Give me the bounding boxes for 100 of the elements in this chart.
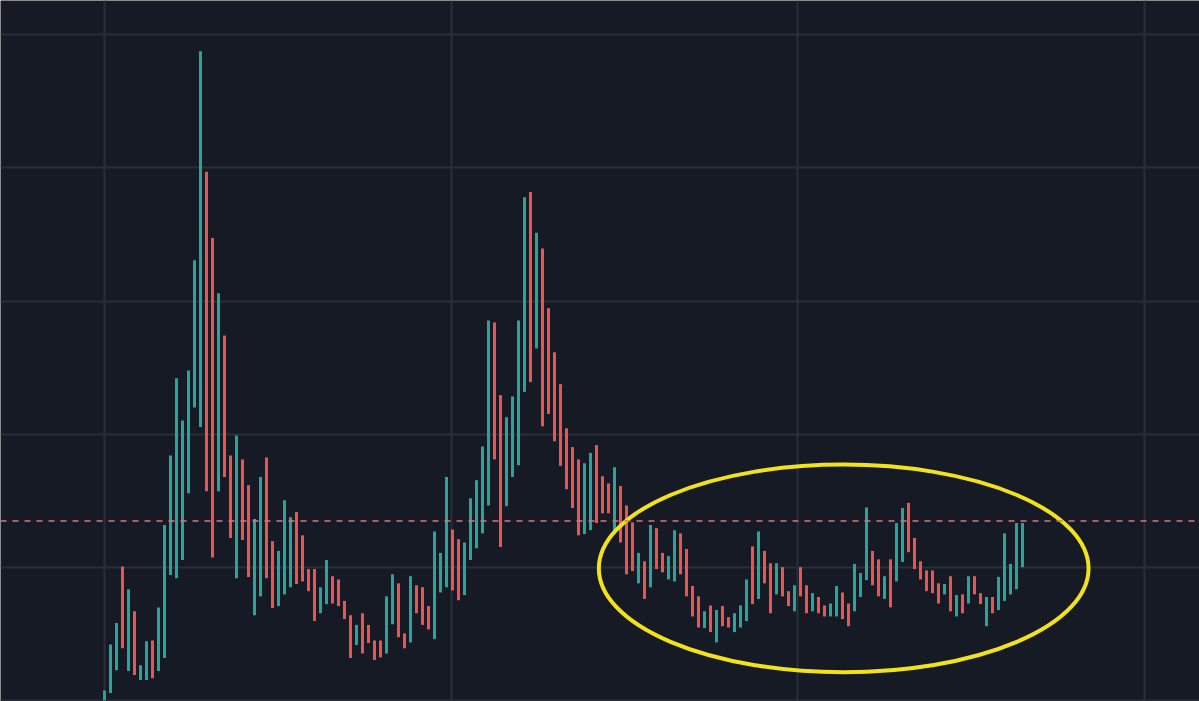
candlestick <box>715 609 718 643</box>
candlestick <box>595 445 598 523</box>
candlestick <box>949 576 952 612</box>
candlestick <box>139 665 142 681</box>
candlestick <box>535 232 538 349</box>
candlestick <box>133 611 136 675</box>
candlestick <box>235 435 238 579</box>
candlestick <box>529 191 532 383</box>
candlestick <box>211 238 214 558</box>
candlestick <box>241 459 244 540</box>
candlestick <box>835 585 838 617</box>
candlestick <box>253 519 256 616</box>
candlestick <box>325 560 328 605</box>
candlestick <box>337 579 340 607</box>
candlestick <box>859 572 862 597</box>
candlestick <box>847 603 850 627</box>
candlestick <box>547 308 550 414</box>
candlestick <box>775 563 778 595</box>
candlestick <box>499 395 502 548</box>
candlestick <box>661 552 664 573</box>
candlestick <box>673 530 676 582</box>
candlestick <box>289 517 292 588</box>
candlestick <box>379 640 382 658</box>
candlestick <box>607 483 610 514</box>
candlestick <box>115 622 118 671</box>
candlestick <box>445 476 448 588</box>
candlestick <box>667 556 670 580</box>
candlestick <box>739 605 742 628</box>
candlestick <box>769 563 772 614</box>
candlestick <box>961 594 964 614</box>
candlestick <box>403 633 406 649</box>
candlestick <box>259 476 262 597</box>
candlestick <box>163 524 166 659</box>
candlestick <box>655 528 658 570</box>
candlestick <box>373 640 376 660</box>
candlestick <box>397 583 400 638</box>
candlestick <box>271 541 274 609</box>
candlestick <box>685 548 688 597</box>
candlestick <box>745 579 748 622</box>
candlestick <box>181 420 184 560</box>
candlestick <box>919 561 922 580</box>
candlestick <box>541 248 544 427</box>
candlestick <box>283 500 286 595</box>
candlestick <box>697 596 700 628</box>
candlestick <box>1009 563 1012 595</box>
candlestick <box>475 480 478 549</box>
candlestick <box>151 640 154 679</box>
candlestick <box>559 384 562 466</box>
candlestick <box>511 396 514 477</box>
candlestick <box>643 561 646 599</box>
candlestick <box>169 455 172 575</box>
candlestick <box>421 587 424 625</box>
candlestick <box>925 570 928 592</box>
candlestick <box>721 606 724 627</box>
candlestick <box>385 596 388 654</box>
candlestick <box>301 535 304 582</box>
candlestick <box>583 463 586 535</box>
candlestick <box>145 641 148 681</box>
candlestick <box>1015 523 1018 590</box>
candlestick <box>427 606 430 630</box>
candlestick <box>247 485 250 577</box>
candlestick <box>865 507 868 581</box>
candlestick <box>727 617 730 628</box>
candlestick <box>1021 523 1024 568</box>
candlestick <box>553 352 556 442</box>
candlestick <box>415 585 418 614</box>
candlestick <box>307 569 310 592</box>
candlestick <box>997 576 1000 610</box>
candlestick <box>787 591 790 607</box>
candlestick <box>481 446 484 534</box>
candlestick <box>805 585 808 614</box>
candlestick <box>127 589 130 671</box>
candlestick <box>973 576 976 595</box>
candlestick <box>793 585 796 612</box>
candlestick <box>889 559 892 608</box>
candlestick <box>295 511 298 585</box>
candlestick <box>331 576 334 604</box>
candlestick <box>853 563 856 612</box>
candlestick <box>469 498 472 560</box>
candlestick <box>349 615 352 659</box>
candlestick <box>937 583 940 604</box>
candlestick <box>409 576 412 643</box>
candlestick <box>217 293 220 492</box>
candlestick <box>523 197 526 392</box>
candlestick <box>907 502 910 553</box>
candlestick <box>823 605 826 617</box>
candlestick <box>691 585 694 617</box>
candlestick <box>451 529 454 591</box>
candlestick <box>157 607 160 671</box>
candlestick <box>625 505 628 575</box>
candlestick <box>733 613 736 633</box>
candlestick <box>751 546 754 605</box>
candlestick <box>391 574 394 625</box>
candlestick <box>841 592 844 620</box>
candlestick <box>439 552 442 593</box>
candlestick <box>649 524 652 588</box>
candlestick <box>817 597 820 614</box>
candlestick <box>463 542 466 596</box>
candlestick <box>589 452 592 531</box>
candlestick <box>799 567 802 597</box>
